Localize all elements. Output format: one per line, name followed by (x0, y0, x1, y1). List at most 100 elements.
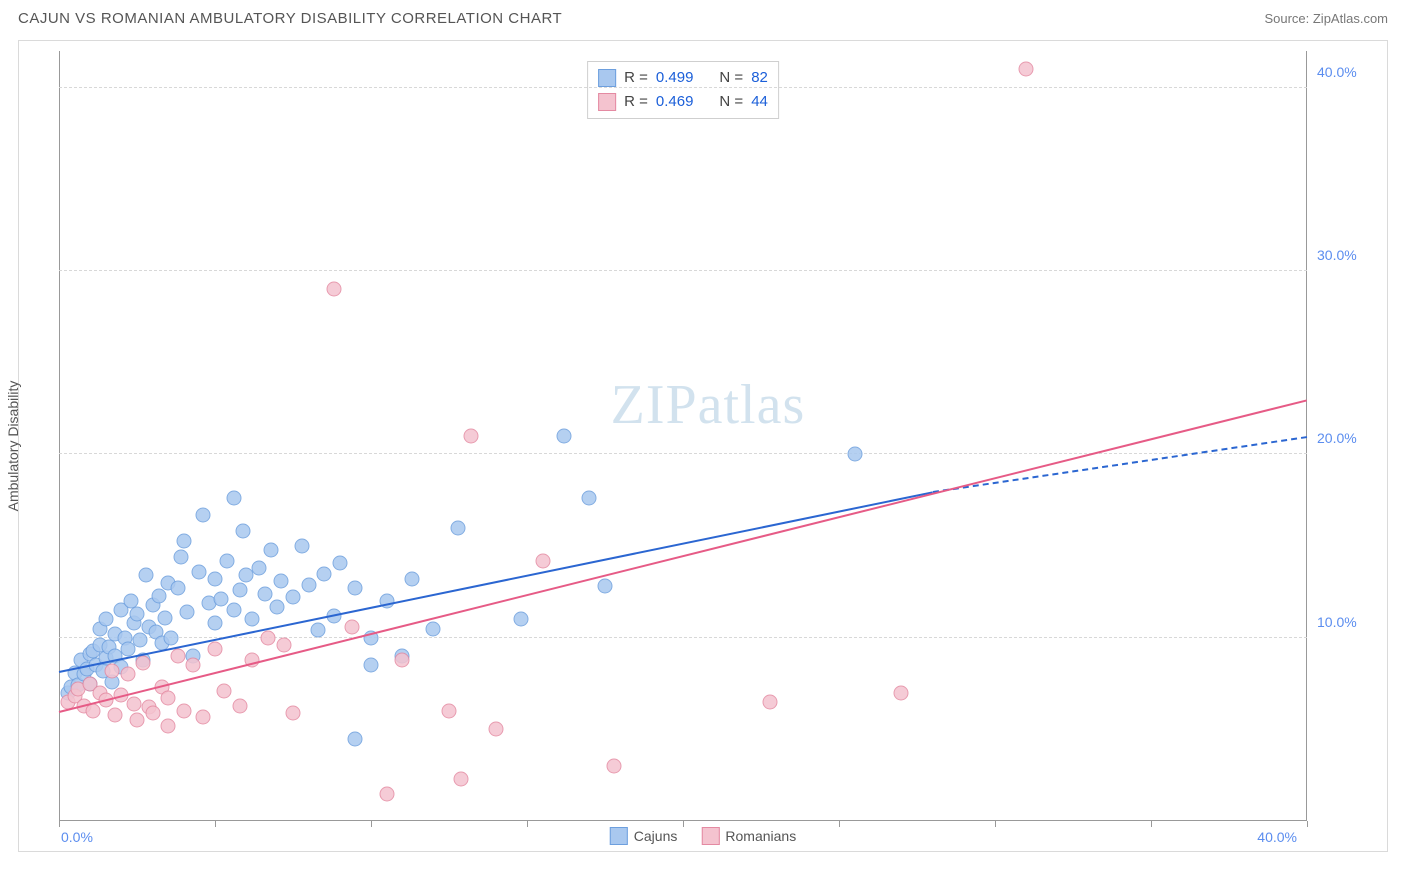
x-tick (995, 821, 996, 827)
legend-item: Cajuns (610, 827, 678, 845)
scatter-point (257, 586, 272, 601)
scatter-point (208, 641, 223, 656)
scatter-point (379, 786, 394, 801)
chart-container: Ambulatory Disability ZIPatlas R = 0.499… (18, 40, 1388, 852)
scatter-point (261, 630, 276, 645)
scatter-point (195, 507, 210, 522)
scatter-point (179, 605, 194, 620)
scatter-point (151, 588, 166, 603)
x-tick (527, 821, 528, 827)
gridline-h (59, 87, 1307, 88)
y-axis-label: Ambulatory Disability (5, 381, 21, 512)
legend-label: Cajuns (634, 828, 678, 844)
scatter-point (557, 429, 572, 444)
scatter-point (98, 612, 113, 627)
stat-r-value: 0.469 (656, 90, 694, 114)
scatter-point (488, 722, 503, 737)
stat-n-label: N = (719, 90, 743, 114)
x-tick (371, 821, 372, 827)
scatter-point (1019, 62, 1034, 77)
scatter-point (208, 616, 223, 631)
scatter-point (894, 685, 909, 700)
scatter-point (126, 696, 141, 711)
scatter-point (301, 577, 316, 592)
scatter-point (264, 542, 279, 557)
x-tick (1307, 821, 1308, 827)
scatter-point (364, 658, 379, 673)
regression-line-dashed (932, 436, 1307, 493)
gridline-h (59, 270, 1307, 271)
x-tick (1151, 821, 1152, 827)
plot-area: ZIPatlas R = 0.499N = 82R = 0.469N = 44 … (59, 51, 1307, 821)
x-axis-max-label: 40.0% (1257, 829, 1297, 845)
scatter-point (251, 561, 266, 576)
scatter-point (442, 704, 457, 719)
scatter-point (170, 581, 185, 596)
x-tick (215, 821, 216, 827)
stat-legend-row: R = 0.469 N = 44 (598, 90, 768, 114)
y-tick-label: 20.0% (1317, 430, 1377, 446)
scatter-point (317, 566, 332, 581)
scatter-point (161, 718, 176, 733)
scatter-point (513, 612, 528, 627)
scatter-point (226, 491, 241, 506)
scatter-point (270, 599, 285, 614)
scatter-point (173, 550, 188, 565)
scatter-point (286, 590, 301, 605)
scatter-point (348, 731, 363, 746)
x-tick (59, 821, 60, 827)
scatter-point (158, 610, 173, 625)
scatter-point (236, 524, 251, 539)
gridline-h (59, 453, 1307, 454)
scatter-point (164, 630, 179, 645)
y-tick-label: 30.0% (1317, 247, 1377, 263)
regression-line (59, 491, 933, 673)
scatter-point (176, 704, 191, 719)
chart-header: CAJUN VS ROMANIAN AMBULATORY DISABILITY … (0, 0, 1406, 33)
scatter-point (454, 771, 469, 786)
y-axis-line (59, 51, 60, 821)
chart-title: CAJUN VS ROMANIAN AMBULATORY DISABILITY … (18, 10, 562, 27)
scatter-point (607, 759, 622, 774)
stat-legend-box: R = 0.499N = 82R = 0.469N = 44 (587, 61, 779, 119)
scatter-point (226, 603, 241, 618)
scatter-point (145, 705, 160, 720)
scatter-point (136, 656, 151, 671)
scatter-point (214, 592, 229, 607)
y-tick-label: 40.0% (1317, 64, 1377, 80)
series-legend: Cajuns Romanians (610, 827, 796, 845)
scatter-point (276, 638, 291, 653)
legend-item: Romanians (701, 827, 796, 845)
legend-swatch (701, 827, 719, 845)
scatter-point (161, 691, 176, 706)
scatter-point (195, 709, 210, 724)
scatter-point (598, 579, 613, 594)
scatter-point (120, 667, 135, 682)
scatter-point (348, 581, 363, 596)
scatter-point (232, 583, 247, 598)
scatter-point (426, 621, 441, 636)
legend-swatch (598, 93, 616, 111)
scatter-point (130, 606, 145, 621)
y-tick-label: 10.0% (1317, 614, 1377, 630)
scatter-point (310, 623, 325, 638)
scatter-point (286, 705, 301, 720)
scatter-point (451, 520, 466, 535)
legend-swatch (598, 69, 616, 87)
legend-swatch (610, 827, 628, 845)
stat-n-value: 44 (751, 90, 768, 114)
scatter-point (535, 553, 550, 568)
regression-line (59, 399, 1307, 713)
scatter-point (326, 282, 341, 297)
scatter-point (273, 573, 288, 588)
scatter-point (332, 555, 347, 570)
x-tick (839, 821, 840, 827)
scatter-point (217, 683, 232, 698)
stat-r-label: R = (624, 90, 648, 114)
scatter-point (220, 553, 235, 568)
legend-label: Romanians (725, 828, 796, 844)
scatter-point (176, 533, 191, 548)
scatter-point (763, 694, 778, 709)
scatter-point (130, 713, 145, 728)
scatter-point (582, 491, 597, 506)
